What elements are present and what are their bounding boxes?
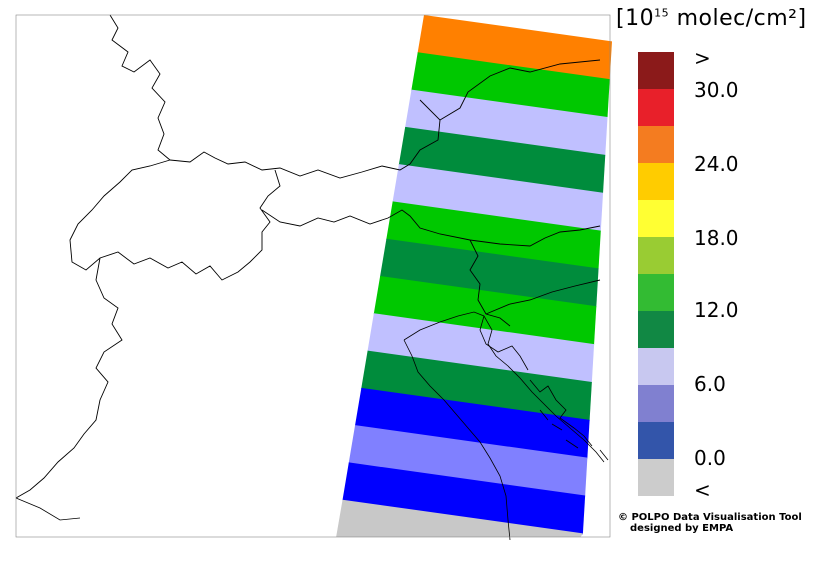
coast-adriatic-north — [403, 311, 605, 463]
map-frame — [15, 14, 611, 538]
swath-band — [342, 462, 586, 535]
colorbar-swatch — [638, 89, 674, 126]
swath-band — [348, 425, 588, 497]
colorbar-swatch — [638, 200, 674, 237]
legend-label: 18.0 — [694, 226, 739, 250]
legend-label: 30.0 — [694, 78, 739, 102]
border-germany-switzerland — [169, 151, 411, 179]
islands-croatia — [529, 379, 609, 461]
satellite-swath — [336, 15, 612, 537]
colorbar-swatch — [638, 459, 674, 496]
colorbar-swatch — [638, 348, 674, 385]
colorbar-swatch — [638, 311, 674, 348]
colorbar-swatch — [638, 163, 674, 200]
colorbar-swatch — [638, 237, 674, 274]
border-italy-slovenia — [469, 239, 511, 327]
colorbar — [638, 52, 674, 496]
swath-band — [367, 313, 595, 383]
credit-text: © POLPO Data Visualisation Tool designed… — [618, 512, 802, 534]
legend-label: 12.0 — [694, 298, 739, 322]
coastlines — [15, 311, 609, 541]
swath-band — [386, 201, 601, 270]
coast-istria — [479, 315, 529, 371]
legend-label: 0.0 — [694, 446, 726, 470]
country-borders — [15, 14, 601, 499]
swath-band — [398, 126, 606, 194]
swath-band — [354, 387, 590, 459]
border-czech — [409, 99, 441, 165]
border-switzerland — [69, 159, 281, 281]
border-france-germany — [109, 14, 171, 161]
legend-label: 6.0 — [694, 372, 726, 396]
swath-band — [379, 238, 599, 308]
swath-band — [405, 89, 608, 156]
border-austria-italy — [261, 209, 601, 247]
credit-line-1: © POLPO Data Visualisation Tool — [618, 512, 802, 523]
coast-ligurian — [15, 497, 81, 521]
swath-band — [373, 276, 597, 346]
border-slovenia-croatia — [485, 279, 601, 315]
coast-italy-east — [403, 339, 511, 541]
colorbar-swatch — [638, 274, 674, 311]
swath-band — [411, 52, 610, 119]
border-france-italy — [15, 257, 123, 499]
colorbar-swatch — [638, 385, 674, 422]
legend-label: 24.0 — [694, 152, 739, 176]
swath-band — [392, 164, 604, 232]
swath-band — [361, 350, 592, 421]
legend-label: < — [694, 478, 711, 502]
colorbar-swatch — [638, 52, 674, 89]
credit-line-2: designed by EMPA — [630, 523, 734, 534]
colorbar-swatch — [638, 126, 674, 163]
legend-title: [1015 molec/cm²] — [616, 6, 807, 31]
colorbar-swatch — [638, 422, 674, 459]
swath-band — [336, 499, 583, 537]
legend-label: > — [694, 46, 711, 70]
border-germany-north — [439, 59, 601, 121]
